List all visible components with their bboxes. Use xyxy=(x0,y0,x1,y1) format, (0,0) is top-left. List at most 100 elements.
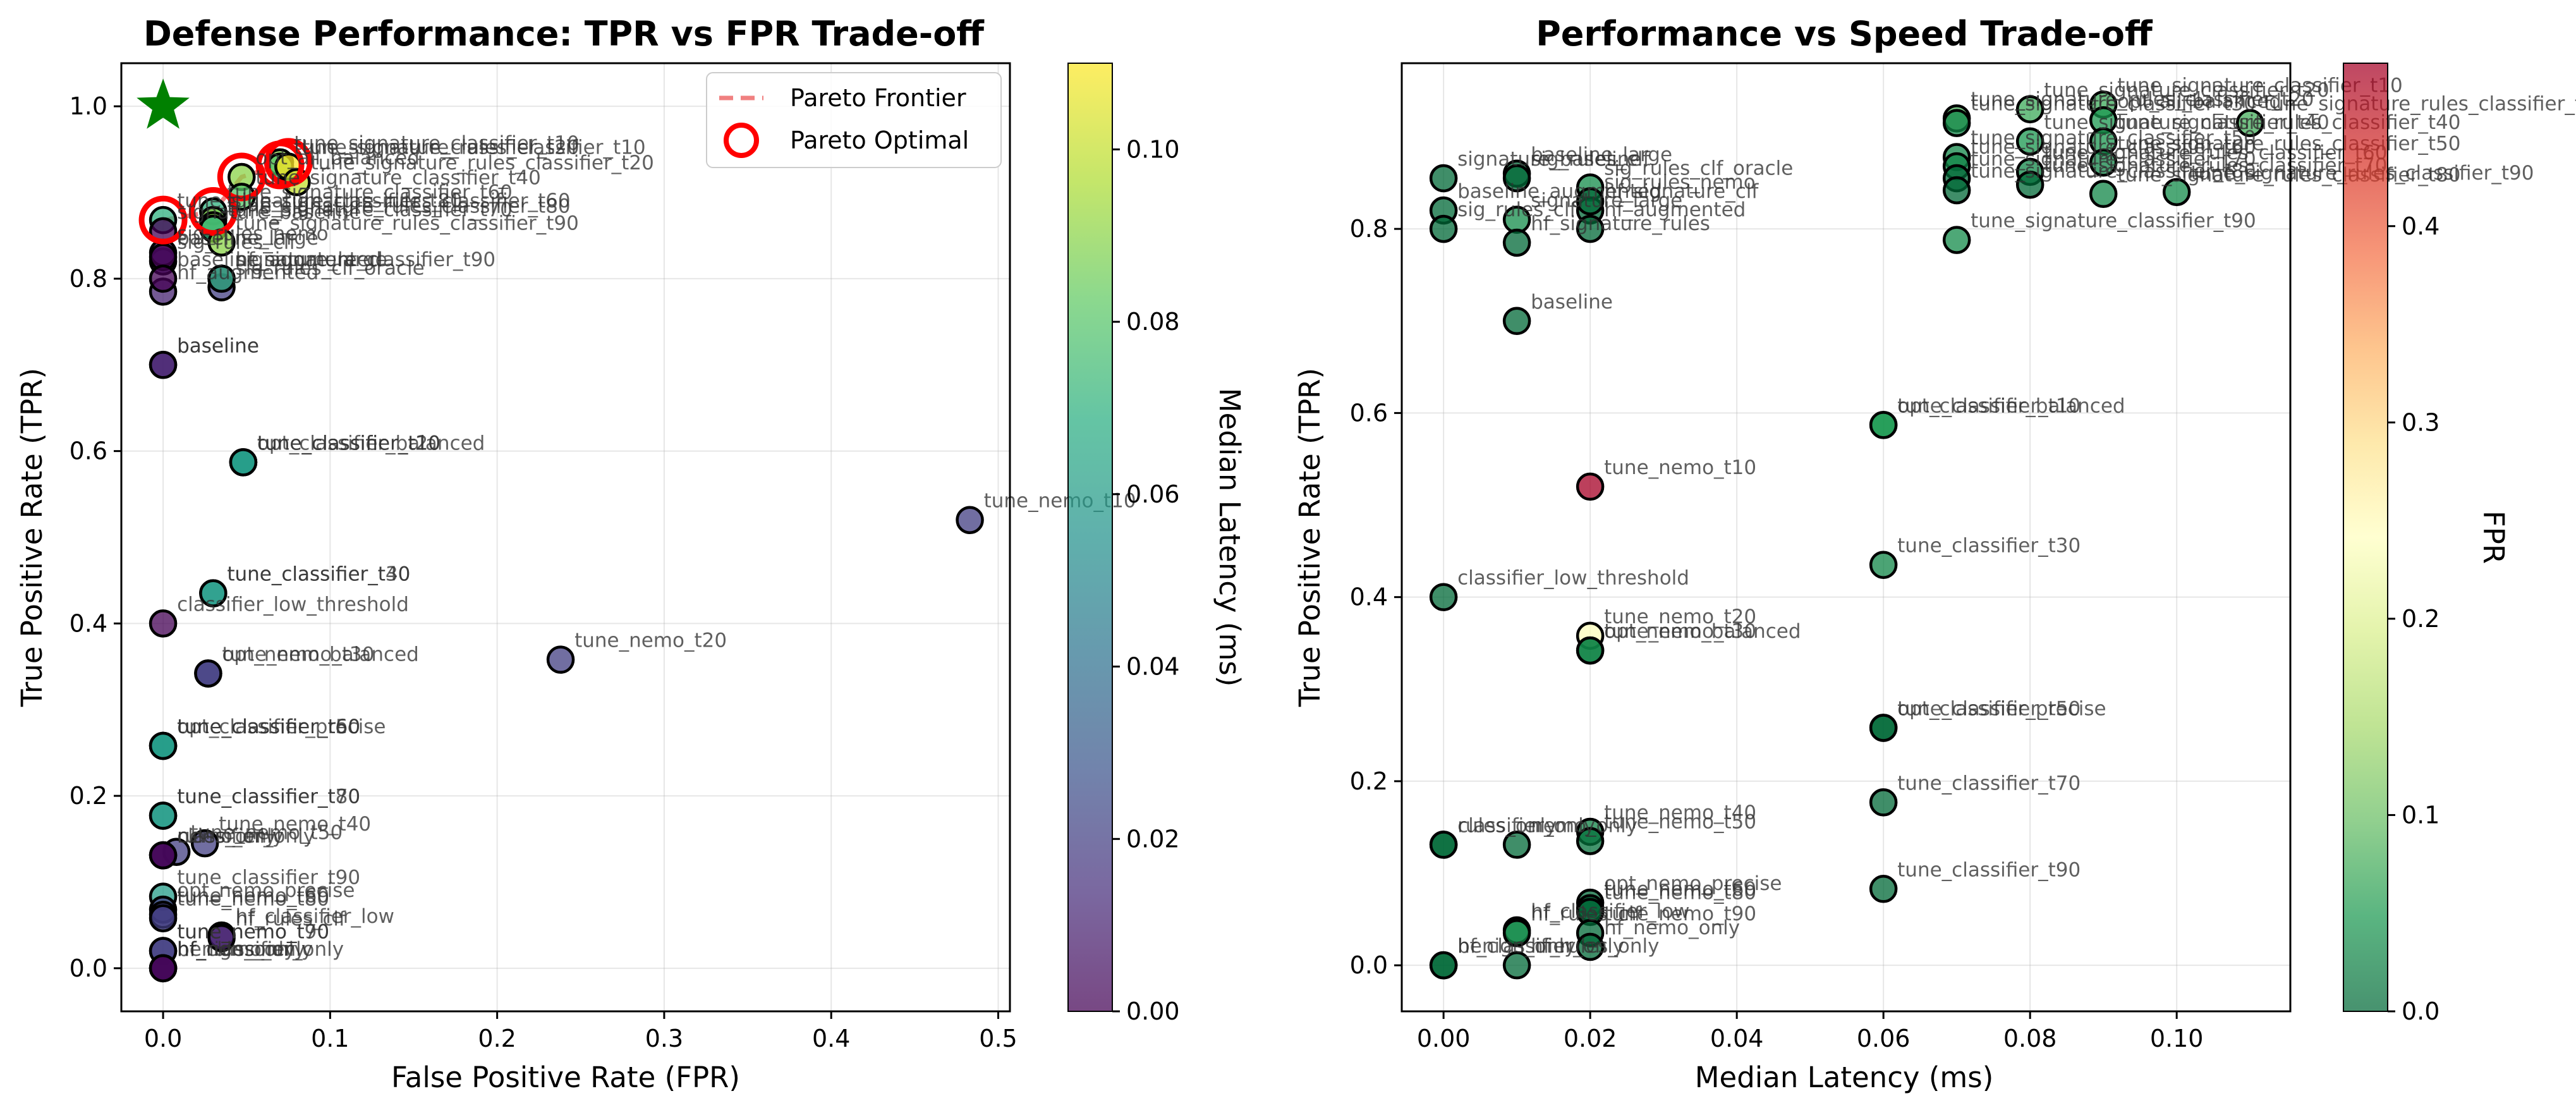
point-label: benign_only xyxy=(177,938,295,961)
x-tick-label: 0.0 xyxy=(144,1025,182,1052)
scatter-point xyxy=(149,264,178,293)
point-label: baseline_large xyxy=(1531,143,1672,166)
point-label: opt_classifier_balanced xyxy=(1897,394,2125,417)
scatter-point xyxy=(1576,214,1605,243)
point-label: tune_signature_classifier_t20 xyxy=(294,137,580,159)
left-colorbar-label: Median Latency (ms) xyxy=(1213,388,1246,687)
point-label: tune_nemo_t90 xyxy=(1604,903,1756,925)
point-label: hf_augmented xyxy=(1604,198,1746,221)
point-label: tune_nemo_t20 xyxy=(1604,606,1756,628)
y-tick-label: 0.8 xyxy=(1350,215,1388,243)
point-label: signature_large xyxy=(1531,190,1682,212)
point-label: tune_nemo_t90 xyxy=(177,921,329,944)
point-label: tune_classifier_t50 xyxy=(1897,697,2081,720)
point-label: tune_signature_rules_classifier_t10 xyxy=(2264,93,2576,116)
x-tick-label: 0.2 xyxy=(478,1025,516,1052)
right-plot-frame xyxy=(1400,62,2292,1013)
y-tick-label: 0.4 xyxy=(70,609,107,637)
point-label: sig_rules_clf xyxy=(177,231,296,254)
right-point-labels: baseline tune_nemo_t10 classifier_low_thre… xyxy=(1457,75,2576,958)
point-label: tune_signature_classifier_t10 xyxy=(294,132,580,155)
scatter-point xyxy=(1942,176,1971,205)
point-label: tune_classifier_t10 xyxy=(1897,394,2081,417)
x-tick-label: 0.08 xyxy=(2003,1025,2057,1052)
y-tick-label: 0.2 xyxy=(1350,767,1388,795)
point-label: tune_signature_rules_classifier_t50 xyxy=(2117,132,2460,155)
scatter-point xyxy=(2015,95,2044,124)
colorbar-tick-label: 0.3 xyxy=(2402,408,2439,436)
point-label: tune_signature_classifier_t80 xyxy=(177,190,463,212)
point-label: classifier_only xyxy=(177,825,315,848)
right-x-ticks: 0.00 0.02 0.04 0.06 0.08 0.10 xyxy=(1417,1011,2203,1052)
right-scatter-points xyxy=(1429,90,2264,980)
point-label: opt_classifier_balanced xyxy=(257,432,485,454)
colorbar-tick-label: 0.10 xyxy=(1126,135,1180,163)
scatter-point xyxy=(1869,788,1898,817)
scatter-point xyxy=(1576,827,1605,855)
point-label: tune_classifier_t30 xyxy=(227,563,410,586)
scatter-point xyxy=(2089,149,2118,177)
point-label: tune_signature_classifier_t90 xyxy=(1971,210,2256,233)
scatter-point xyxy=(1429,831,1458,859)
point-label: tune_signature_rules_classifier_t80 xyxy=(2117,164,2460,186)
point-label: hf_nemo_only xyxy=(1604,917,1740,939)
colorbar-tick-label: 0.4 xyxy=(2402,212,2439,240)
point-label: hf_rules_clf xyxy=(1531,903,1641,925)
point-label: tune_classifier_t60 xyxy=(177,716,360,738)
scatter-point xyxy=(190,829,219,858)
scatter-point xyxy=(2015,170,2044,199)
scatter-point xyxy=(149,351,178,379)
left-colorbar: 0.00 0.02 0.04 0.06 0.08 0.10 Median Latency … xyxy=(1067,63,1246,1025)
rdylgn-colorbar-ticks: 0.0 0.1 0.2 0.3 0.4 xyxy=(2388,212,2439,1025)
point-label: tune_classifier_t80 xyxy=(177,785,360,808)
point-label: tune_classifier_t90 xyxy=(1897,858,2081,881)
point-label: tune_classifier_t30 xyxy=(1897,535,2081,558)
point-label: baseline_augmented xyxy=(1457,180,1662,203)
point-label: hf_nemo_only xyxy=(177,938,313,961)
scatter-point xyxy=(149,609,178,638)
pareto-optimal-ring xyxy=(264,138,313,187)
point-label: baseline xyxy=(1531,291,1613,314)
scatter-point xyxy=(229,448,258,477)
left-gridlines xyxy=(121,63,1010,1011)
x-tick-label: 0.3 xyxy=(645,1025,683,1052)
x-tick-label: 0.06 xyxy=(1857,1025,1911,1052)
right-chart-title: Performance vs Speed Trade-off xyxy=(1536,14,2153,54)
point-label: tune_signature_classifier_t70 xyxy=(227,198,513,221)
left-point-labels: baselinebaselinetune_nemo_t10tune_nemo_t… xyxy=(177,132,1136,961)
scatter-point xyxy=(956,506,984,534)
point-label: tune_nemo_t60 xyxy=(1604,878,1756,901)
point-label: tune_nemo_t60 xyxy=(177,884,329,907)
scatter-point xyxy=(1502,918,1531,947)
viridis-colorbar xyxy=(1068,63,1112,1011)
point-label: tune_nemo_t70 xyxy=(177,921,329,944)
y-tick-label: 0.0 xyxy=(70,954,107,982)
right-y-ticks: 0.0 0.2 0.4 0.6 0.8 xyxy=(1350,215,1402,979)
y-tick-label: 0.2 xyxy=(70,782,107,810)
scatter-point xyxy=(1869,714,1898,742)
left-x-ticks: 0.0 0.1 0.2 0.3 0.4 0.5 xyxy=(144,1011,1018,1052)
rdylgn-colorbar xyxy=(2343,63,2388,1011)
x-tick-label: 0.4 xyxy=(812,1025,850,1052)
point-label: hf_signature_rules xyxy=(1531,212,1710,235)
point-label: opt_all_balanced xyxy=(2117,90,2281,113)
scatter-point xyxy=(1502,228,1531,257)
viridis-colorbar-frame xyxy=(1067,63,1113,1012)
legend: Pareto Frontier Pareto Optimal xyxy=(706,72,1002,168)
scatter-point xyxy=(2089,180,2118,209)
point-label: nemo_only xyxy=(1531,814,1637,837)
tpr-vs-latency-panel: Performance vs Speed Trade-off baseline t… xyxy=(1293,14,2576,1094)
point-label: baseline xyxy=(177,334,259,357)
point-label: opt_nemo_balanced xyxy=(222,643,418,666)
scatter-point xyxy=(149,731,178,760)
scatter-point xyxy=(2015,127,2044,156)
point-label: tune_signature_classifier_t50 xyxy=(1971,127,2256,150)
rdylgn-colorbar-frame xyxy=(2343,63,2388,1012)
colorbar-tick-label: 0.2 xyxy=(2402,605,2439,633)
point-label: tune_signature_rules_classifier_t80 xyxy=(227,195,570,217)
y-tick-label: 0.4 xyxy=(1350,583,1388,611)
legend-frontier-label: Pareto Frontier xyxy=(790,84,966,112)
point-label: opt_nemo_balanced xyxy=(1604,620,1801,643)
point-label: classifier_only xyxy=(1457,814,1595,837)
